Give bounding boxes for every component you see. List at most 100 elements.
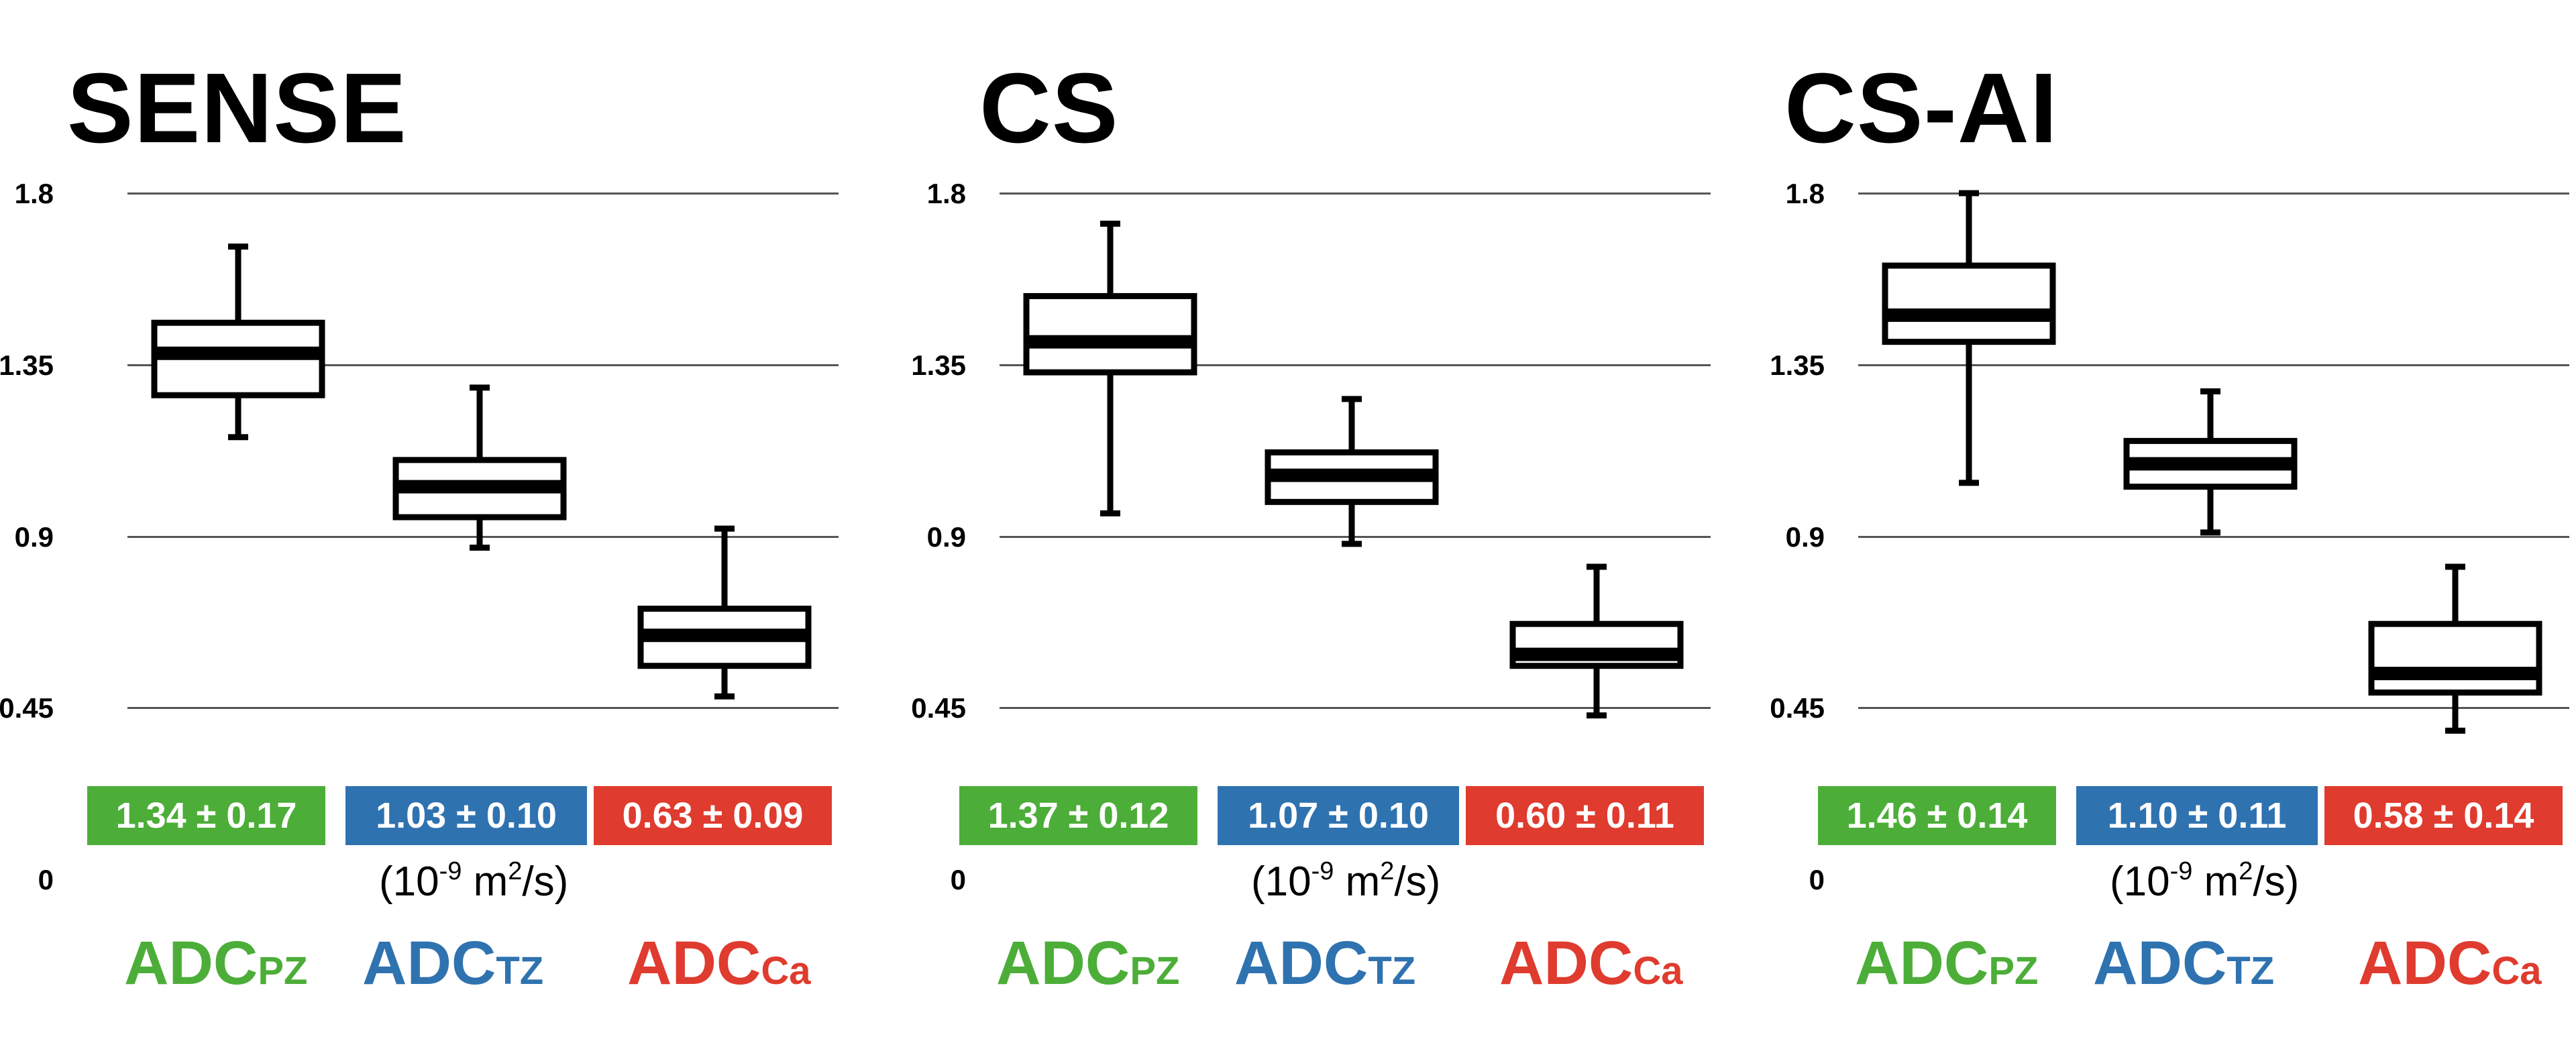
units-label: (10-9 m2/s) (379, 859, 568, 903)
y-tick-label: 0.45 (1770, 692, 1825, 724)
y-tick-label: 0.9 (926, 520, 966, 553)
units-exponent-2: 2 (508, 857, 523, 885)
units-suffix: /s) (1394, 859, 1441, 905)
category-subscript: TZ (1368, 949, 1416, 993)
category-label-pz: ADCPZ (1855, 932, 2038, 994)
units-exponent: -9 (1311, 857, 1334, 885)
category-label-ca: ADCCa (1499, 932, 1682, 994)
boxplot-area (151, 243, 812, 700)
gridline (1000, 364, 1711, 366)
stat-badge-pz: 1.46 ± 0.14 (1818, 786, 2056, 845)
box-adc-pz (151, 243, 325, 441)
box-iqr (1023, 292, 1197, 376)
category-main: ADC (1499, 929, 1633, 997)
gridline (1858, 535, 2569, 538)
units-label: (10-9 m2/s) (2110, 859, 2299, 903)
category-label-tz: ADCTZ (2093, 932, 2274, 994)
stat-badge-pz: 1.34 ± 0.17 (87, 786, 325, 845)
box-adc-ca (637, 525, 812, 700)
gridline (1000, 192, 1711, 195)
category-subscript: Ca (2491, 949, 2542, 993)
box-adc-tz (2123, 388, 2298, 536)
y-tick-label: 1.35 (0, 349, 54, 381)
category-main: ADC (2093, 929, 2227, 997)
units-exponent: -9 (2169, 857, 2193, 885)
category-main: ADC (124, 929, 258, 997)
box-adc-tz (1265, 396, 1439, 547)
category-label-pz: ADCPZ (124, 932, 307, 994)
units-mid: m (2192, 859, 2239, 905)
gridline (1000, 707, 1711, 710)
panel-sense: SENSE 0 0.45 0.9 1.35 1.8 1.34 ± 0.17 1.03 ± 0.… (0, 0, 859, 1045)
gridline (127, 535, 839, 538)
category-subscript: PZ (1130, 949, 1180, 993)
panel-cs-ai: CS-AI 0 0.45 0.9 1.35 1.8 1.46 ± 0.14 1.10 ± 0.… (1731, 0, 2576, 1045)
boxplot-area (1882, 190, 2542, 734)
y-tick-label: 1.8 (926, 178, 966, 209)
y-tick-label: 0.45 (911, 692, 966, 724)
stat-badge-tz: 1.03 ± 0.10 (345, 786, 587, 845)
y-tick-label: 0.45 (0, 692, 54, 724)
gridline (127, 707, 839, 710)
category-subscript: TZ (2226, 949, 2275, 993)
y-tick-label: 1.35 (911, 349, 966, 381)
y-tick-label: 0 (38, 864, 54, 895)
units-exponent-2: 2 (1380, 857, 1395, 885)
box-adc-tz (392, 384, 567, 551)
category-main: ADC (362, 929, 496, 997)
y-tick-label: 0.9 (14, 520, 54, 553)
box-iqr (1882, 262, 2056, 345)
stat-badge-tz: 1.10 ± 0.11 (2076, 786, 2318, 845)
box-iqr (2368, 620, 2542, 696)
units-mid: m (1334, 859, 1381, 905)
category-subscript: TZ (496, 949, 544, 993)
units-prefix: (10 (1251, 859, 1311, 905)
category-label-pz: ADCPZ (996, 932, 1179, 994)
y-tick-label: 1.8 (14, 178, 54, 209)
units-prefix: (10 (379, 859, 439, 905)
stat-badge-pz: 1.37 ± 0.12 (959, 786, 1197, 845)
category-subscript: Ca (1633, 949, 1683, 993)
units-exponent: -9 (439, 857, 462, 885)
category-label-tz: ADCTZ (1234, 932, 1415, 994)
category-main: ADC (996, 929, 1130, 997)
units-prefix: (10 (2110, 859, 2170, 905)
panel-cs: CS 0 0.45 0.9 1.35 1.8 1.37 ± 0.12 1.07 ± 0.10 0… (872, 0, 1731, 1045)
y-tick-label: 0.9 (1785, 520, 1825, 553)
gridline (1858, 364, 2569, 366)
category-main: ADC (2358, 929, 2492, 997)
box-adc-ca (2368, 563, 2542, 734)
box-adc-ca (1509, 563, 1684, 719)
gridline (127, 192, 839, 195)
category-main: ADC (1855, 929, 1989, 997)
panel-title: CS (979, 53, 1119, 164)
units-suffix: /s) (2253, 859, 2300, 905)
category-subscript: Ca (761, 949, 811, 993)
y-tick-label: 1.35 (1770, 349, 1825, 381)
category-label-tz: ADCTZ (362, 932, 543, 994)
stat-badge-ca: 0.60 ± 0.11 (1466, 786, 1704, 845)
category-subscript: PZ (1988, 949, 2039, 993)
y-tick-label: 0 (950, 864, 966, 895)
y-tick-label: 1.8 (1785, 178, 1825, 209)
units-suffix: /s) (522, 859, 569, 905)
panel-title: SENSE (67, 53, 407, 164)
gridline (1858, 707, 2569, 710)
units-exponent-2: 2 (2239, 857, 2253, 885)
boxplot-area (1023, 220, 1684, 719)
category-label-ca: ADCCa (2358, 932, 2541, 994)
category-main: ADC (1234, 929, 1368, 997)
category-main: ADC (627, 929, 761, 997)
stat-badge-tz: 1.07 ± 0.10 (1218, 786, 1459, 845)
stat-badge-ca: 0.58 ± 0.14 (2324, 786, 2563, 845)
y-tick-label: 0 (1809, 864, 1825, 895)
box-adc-pz (1023, 220, 1197, 516)
panel-title: CS-AI (1784, 53, 2058, 164)
box-adc-pz (1882, 190, 2056, 486)
stat-badge-ca: 0.63 ± 0.09 (594, 786, 832, 845)
gridline (1000, 535, 1711, 538)
category-label-ca: ADCCa (627, 932, 810, 994)
gridline (127, 364, 839, 366)
category-subscript: PZ (258, 949, 308, 993)
